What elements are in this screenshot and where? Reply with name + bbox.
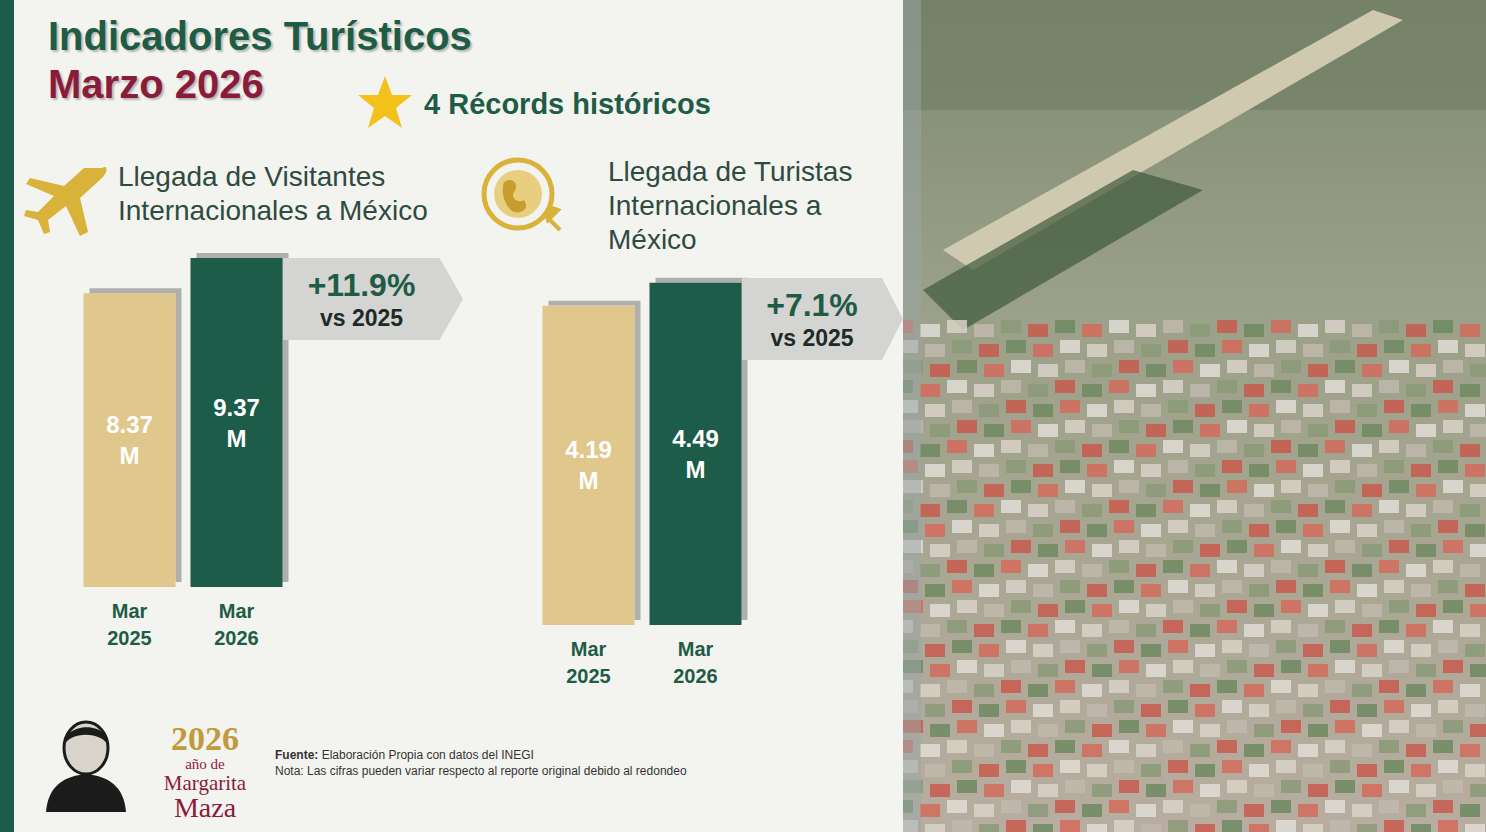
svg-text:8.37: 8.37 <box>106 411 153 438</box>
svg-text:M: M <box>579 467 599 494</box>
html-text:Nota: Las cifras pueden variar: Nota: Las cifras pueden variar respecto … <box>275 764 687 778</box>
svg-text:2025: 2025 <box>566 665 611 687</box>
svg-text:Mar: Mar <box>112 600 148 622</box>
html-text:Indicadores Turísticos: Indicadores Turísticos <box>48 14 472 58</box>
html-text:Llegada de Visitantes Internac: Llegada de Visitantes Internacionales a … <box>118 161 428 226</box>
svg-text:2026: 2026 <box>214 627 259 649</box>
html-text:4 Récords históricos: 4 Récords históricos <box>424 88 711 120</box>
svg-text:M: M <box>227 425 247 452</box>
html-text:+11.9%: +11.9% <box>307 267 416 303</box>
html-text:Fuente: Elaboración Propia con: Fuente: Elaboración Propia con datos del… <box>275 748 534 762</box>
html-text:vs 2025: vs 2025 <box>319 305 404 331</box>
svg-text:M: M <box>120 442 140 469</box>
svg-text:9.37: 9.37 <box>213 394 260 421</box>
svg-text:4.19: 4.19 <box>565 436 612 463</box>
svg-text:2025: 2025 <box>107 627 152 649</box>
html-text:Maza: Maza <box>173 792 237 823</box>
svg-text:Mar: Mar <box>571 638 607 660</box>
svg-text:Mar: Mar <box>678 638 714 660</box>
html-text:vs 2025: vs 2025 <box>770 325 854 351</box>
html-text:2026: 2026 <box>171 720 239 757</box>
html-text:+7.1%: +7.1% <box>766 287 858 323</box>
svg-text:4.49: 4.49 <box>672 425 719 452</box>
html-text:Llegada de Turistas Internacio: Llegada de Turistas Internacionales a Mé… <box>608 156 853 255</box>
html-text:Margarita: Margarita <box>163 771 247 795</box>
html-text:Marzo 2026: Marzo 2026 <box>48 62 264 106</box>
svg-text:M: M <box>686 456 706 483</box>
html-text:año de: año de <box>185 756 225 772</box>
svg-text:Mar: Mar <box>219 600 255 622</box>
svg-text:2026: 2026 <box>673 665 718 687</box>
